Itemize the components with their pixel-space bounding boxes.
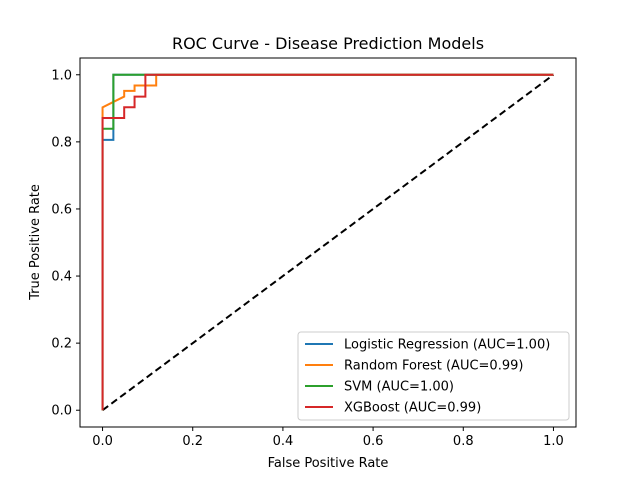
legend: Logistic Regression (AUC=1.00) Random For…	[297, 331, 570, 421]
chance-reference-line	[101, 73, 555, 412]
legend-label-2: Random Forest (AUC=0.99)	[344, 359, 523, 374]
x-tick-label: 1.0	[543, 434, 564, 449]
x-axis-label: False Positive Rate	[268, 456, 389, 471]
y-axis-label: True Positive Rate	[28, 184, 43, 301]
y-tick-label: 1.0	[51, 68, 72, 83]
series-line-4	[101, 73, 554, 411]
x-tick-label: 0.4	[273, 434, 294, 449]
legend-box	[297, 331, 570, 421]
series-layer	[101, 73, 554, 411]
x-tick-label: 0.6	[363, 434, 384, 449]
legend-label-1: Logistic Regression (AUC=1.00)	[344, 338, 550, 353]
y-tick-label: 0.6	[51, 202, 72, 217]
axes-frame	[79, 57, 577, 428]
y-tick-label: 0.8	[51, 135, 72, 150]
legend-label-4: XGBoost (AUC=0.99)	[344, 401, 481, 416]
reference-line-layer	[101, 73, 555, 412]
legend-label-3: SVM (AUC=1.00)	[344, 380, 454, 395]
axes-layer: 0.0 0.2 0.4 0.6 0.8 1.0 0.0 0.2 0.4 0.6 0.8 1.0	[51, 57, 577, 449]
chart-title: ROC Curve - Disease Prediction Models	[172, 34, 484, 53]
y-tick-label: 0.2	[51, 337, 72, 352]
x-tick-label: 0.0	[92, 434, 113, 449]
y-tick-label: 0.0	[51, 404, 72, 419]
x-tick-label: 0.8	[453, 434, 474, 449]
series-line-2	[101, 73, 554, 411]
y-tick-label: 0.4	[51, 270, 72, 285]
x-tick-label: 0.2	[182, 434, 203, 449]
